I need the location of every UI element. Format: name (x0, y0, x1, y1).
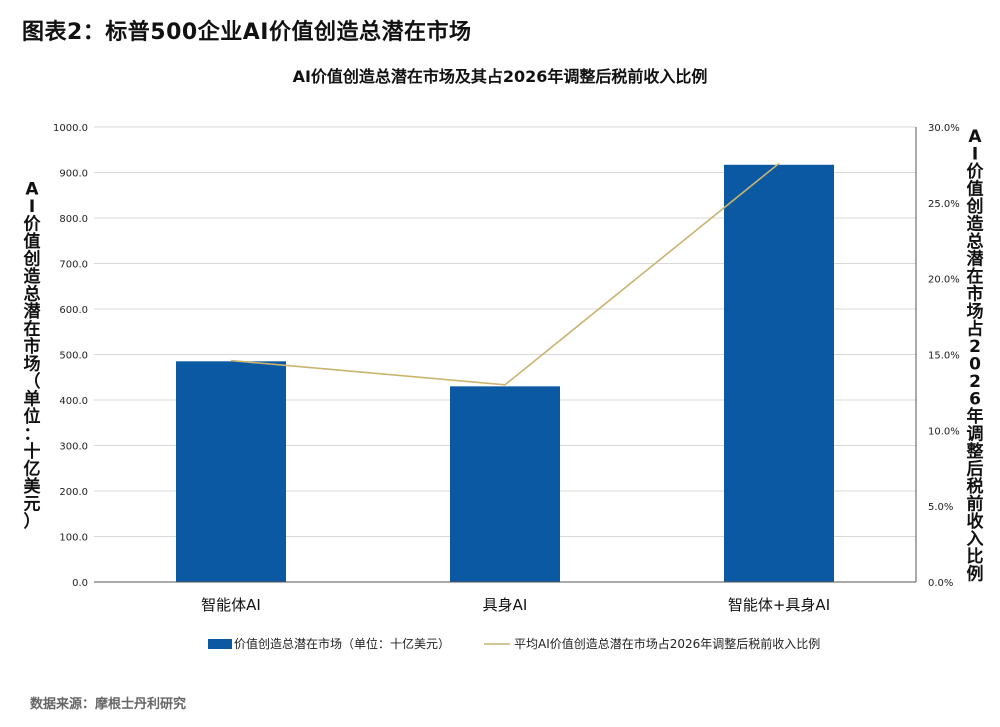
axes (94, 127, 917, 583)
right-axis-label: A I 价值创造总潜在市场占 2 0 2 6 年调整后税前收入比例 (966, 127, 985, 585)
y-tick-label: 200.0 (59, 487, 88, 498)
right-axis-ticks: 0.0% 5.0% 10.0% 15.0% 20.0% 25.0% 30.0% (928, 123, 960, 589)
category-label: 智能体+具身AI (728, 596, 830, 614)
y-axis-label: A I 价值创造总潜在市场（单位：十亿美元） (23, 179, 42, 532)
y-tick-label: 700.0 (59, 260, 88, 271)
bar (450, 386, 560, 582)
y2-tick-label: 5.0% (928, 502, 953, 513)
y2-tick-label: 20.0% (928, 275, 960, 286)
y-tick-label: 900.0 (59, 169, 88, 180)
category-label: 智能体AI (201, 596, 261, 614)
y2-axis-label: A I 价值创造总潜在市场占 2 0 2 6 年调整后税前收入比例 (966, 127, 985, 585)
category-labels: 智能体AI 具身AI 智能体+具身AI (201, 596, 830, 614)
y-tick-label: 300.0 (59, 442, 88, 453)
legend: 价值创造总潜在市场（单位：十亿美元） 平均AI价值创造总潜在市场占2026年调整后… (208, 636, 820, 651)
legend-label-line: 平均AI价值创造总潜在市场占2026年调整后税前收入比例 (514, 636, 820, 651)
legend-swatch-bar (208, 639, 232, 649)
legend-label-bar: 价值创造总潜在市场（单位：十亿美元） (234, 636, 450, 651)
y2-tick-label: 0.0% (928, 578, 953, 589)
bar (176, 361, 286, 582)
left-axis-label: A I 价值创造总潜在市场（单位：十亿美元） (23, 179, 42, 532)
y2-tick-label: 10.0% (928, 426, 960, 437)
data-source: 数据来源：摩根士丹利研究 (30, 697, 187, 712)
y-tick-label: 100.0 (59, 533, 88, 544)
y-tick-label: 500.0 (59, 351, 88, 362)
left-axis-ticks: 0.0 100.0 200.0 300.0 400.0 500.0 600.0 700.0 80… (53, 123, 88, 589)
chart-title: AI价值创造总潜在市场及其占2026年调整后税前收入比例 (293, 67, 708, 86)
y-tick-label: 0.0 (72, 578, 88, 589)
ratio-line (230, 162, 780, 386)
y-tick-label: 800.0 (59, 214, 88, 225)
y-tick-label: 1000.0 (53, 123, 88, 134)
figure-heading: 图表2：标普500企业AI价值创造总潜在市场 (22, 20, 472, 45)
y2-tick-label: 25.0% (928, 199, 960, 210)
y-tick-label: 400.0 (59, 396, 88, 407)
category-label: 具身AI (483, 596, 528, 614)
line-series (230, 162, 780, 386)
y2-tick-label: 15.0% (928, 351, 960, 362)
bar-series (176, 164, 834, 582)
bar (724, 164, 834, 582)
y-tick-label: 600.0 (59, 305, 88, 316)
y2-tick-label: 30.0% (928, 123, 960, 134)
